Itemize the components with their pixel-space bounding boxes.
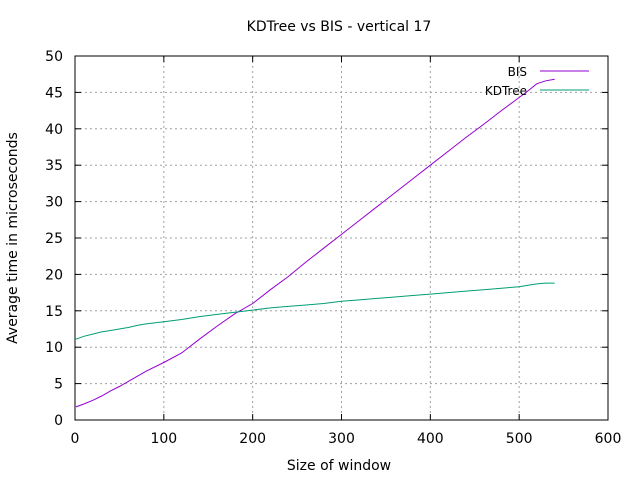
y-axis-ticks: 0 5 10 15 20 25 30 35 40 45 50	[45, 49, 608, 429]
x-tick-label: 500	[506, 431, 533, 447]
y-tick-label: 50	[45, 49, 63, 65]
x-tick-label: 400	[417, 431, 444, 447]
series-line-kdtree	[75, 282, 555, 340]
y-tick-label: 35	[45, 158, 63, 174]
legend-label: BIS	[508, 65, 527, 79]
y-tick-label: 45	[45, 85, 63, 101]
chart-title: KDTree vs BIS - vertical 17	[247, 19, 432, 35]
series-line-bis	[75, 78, 555, 408]
legend-label: KDTree	[485, 84, 527, 98]
y-tick-label: 0	[54, 413, 63, 429]
x-tick-label: 300	[328, 431, 355, 447]
y-tick-label: 40	[45, 122, 63, 138]
x-axis-label: Size of window	[287, 458, 391, 474]
grid-lines	[75, 56, 608, 420]
x-tick-label: 600	[595, 431, 622, 447]
x-tick-label: 100	[150, 431, 177, 447]
y-tick-label: 5	[54, 377, 63, 393]
legend: BIS KDTree	[485, 65, 589, 98]
y-tick-label: 20	[45, 267, 63, 283]
y-tick-label: 30	[45, 195, 63, 211]
y-axis-label: Average time in microseconds	[5, 132, 21, 344]
y-tick-label: 10	[45, 340, 63, 356]
x-tick-label: 200	[239, 431, 266, 447]
x-tick-label: 0	[71, 431, 80, 447]
y-tick-label: 15	[45, 304, 63, 320]
y-tick-label: 25	[45, 231, 63, 247]
series-lines	[75, 78, 555, 408]
x-axis-ticks: 0 100 200 300 400 500 600	[71, 56, 622, 447]
